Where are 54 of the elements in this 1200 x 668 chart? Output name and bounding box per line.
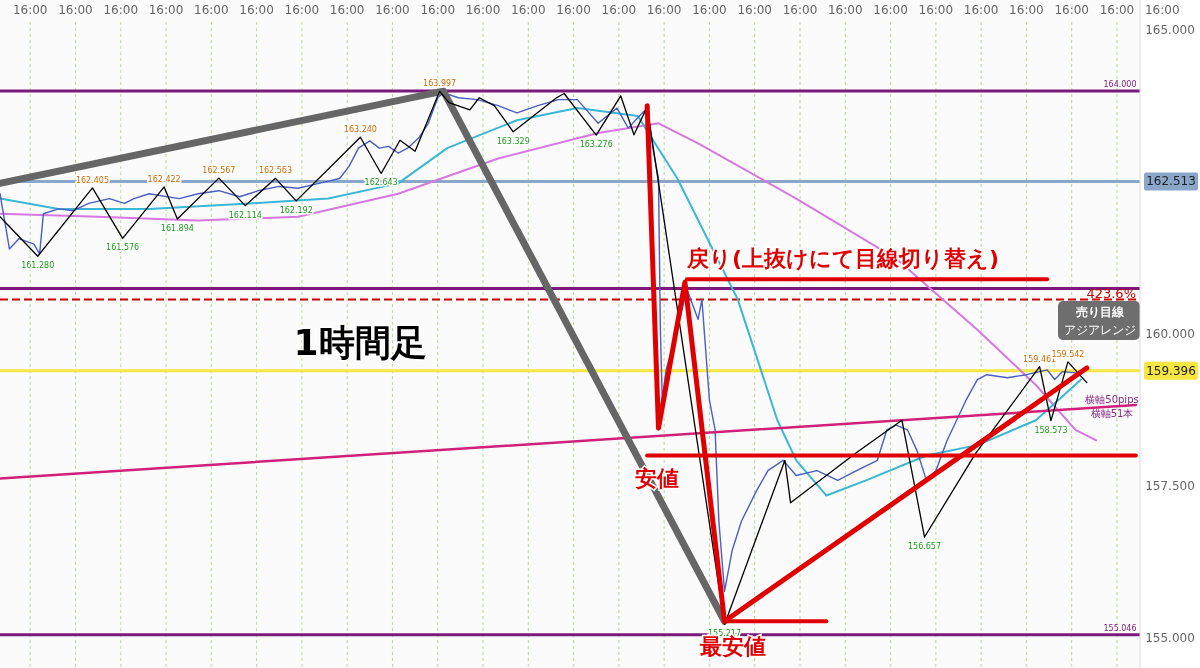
- data-label: 158.573: [1034, 425, 1068, 435]
- ref-line-label: 155.046: [1103, 623, 1137, 633]
- x-tick-label: 16:00: [148, 3, 184, 17]
- x-tick-label: 16:00: [239, 3, 274, 17]
- data-label: 156.657: [907, 542, 942, 552]
- x-tick-label: 16:00: [1144, 3, 1180, 17]
- annotation: 売り目線: [1076, 305, 1125, 319]
- x-tick-label: 16:00: [1054, 3, 1089, 17]
- y-tick-label: 157.500: [1145, 478, 1195, 493]
- data-label: 162.422: [147, 174, 181, 184]
- data-label: 163.997: [423, 79, 457, 89]
- annotation: アジアレンジ: [1064, 323, 1136, 337]
- y-tick-label: 160.000: [1145, 327, 1195, 341]
- data-label: 163.276: [579, 140, 613, 150]
- data-label: 162.114: [228, 210, 262, 220]
- ref-line-label: 164.000: [1103, 80, 1137, 90]
- x-tick-label: 16:00: [782, 3, 818, 17]
- x-tick-label: 16:00: [511, 3, 546, 17]
- annotation: 横軸51本: [1090, 408, 1134, 419]
- annotation: 1時間足: [293, 322, 427, 363]
- x-tick-label: 16:00: [1009, 3, 1044, 17]
- data-label: 162.192: [279, 205, 313, 215]
- y-tick-label: 155.000: [1145, 630, 1195, 645]
- y-tick-label: 165.000: [1145, 23, 1195, 38]
- x-tick-label: 16:00: [1099, 3, 1135, 17]
- x-tick-label: 16:00: [420, 3, 456, 17]
- x-tick-label: 16:00: [465, 3, 501, 17]
- data-label: 161.894: [160, 223, 194, 233]
- x-tick-label: 16:00: [918, 3, 954, 17]
- data-label: 162.567: [202, 166, 236, 176]
- ref-line-label: 159.396: [1146, 363, 1196, 378]
- x-tick-label: 16:00: [556, 3, 591, 17]
- x-tick-label: 16:00: [873, 3, 908, 17]
- x-tick-label: 16:00: [375, 3, 410, 17]
- x-tick-label: 16:00: [194, 3, 229, 17]
- data-label: 162.563: [258, 166, 293, 176]
- data-label: 161.280: [21, 261, 55, 271]
- x-tick-label: 16:00: [646, 3, 682, 17]
- x-tick-label: 16:00: [963, 3, 999, 17]
- ref-line-label: 162.513: [1146, 174, 1196, 189]
- data-label: 163.329: [496, 136, 530, 146]
- data-label: 161.576: [106, 243, 140, 253]
- x-tick-label: 16:00: [12, 3, 48, 17]
- x-tick-label: 16:00: [601, 3, 637, 17]
- x-tick-label: 16:00: [737, 3, 773, 17]
- x-tick-label: 16:00: [103, 3, 139, 17]
- x-tick-label: 16:00: [329, 3, 365, 17]
- x-tick-label: 16:00: [58, 3, 93, 17]
- data-label: 163.240: [343, 125, 377, 135]
- annotation: 423.6%: [1086, 286, 1136, 301]
- x-tick-label: 16:00: [827, 3, 863, 17]
- x-tick-label: 16:00: [284, 3, 320, 17]
- annotation: 横軸50pips: [1085, 394, 1139, 405]
- x-tick-label: 16:00: [692, 3, 727, 17]
